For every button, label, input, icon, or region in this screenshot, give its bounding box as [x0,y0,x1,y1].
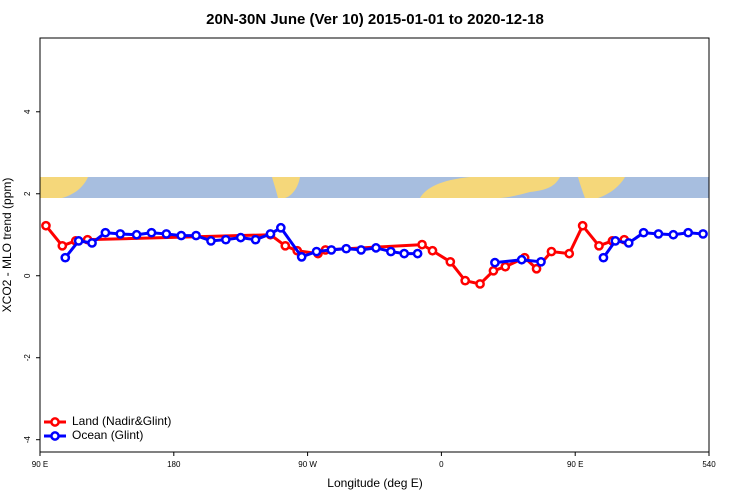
data-point [41,220,51,231]
data-point [371,243,381,253]
y-tick-label: 0 [23,273,32,278]
x-tick-label: 90 E [567,460,583,469]
data-point [598,252,609,263]
y-tick-label: 4 [23,109,32,114]
data-point [161,229,172,239]
legend-label: Ocean (Glint) [72,428,143,442]
y-tick-label: -2 [23,354,32,362]
x-axis-label: Longitude (deg E) [327,476,422,490]
data-point [326,245,337,255]
data-point [516,254,527,265]
legend-label: Land (Nadir&Glint) [72,414,171,428]
data-point [500,261,511,272]
data-point [683,227,694,238]
data-point [445,256,456,267]
data-point [341,243,352,254]
data-point [577,220,588,231]
data-point [73,236,84,246]
data-point [146,227,157,238]
y-tick-label: 2 [23,191,32,196]
data-point [191,230,201,241]
data-point [488,265,499,276]
x-tick-label: 90 E [32,460,48,469]
x-tick-label: 90 W [298,460,317,469]
data-point [386,246,396,257]
data-point [536,256,546,267]
data-point [653,229,664,239]
chart-title: 20N-30N June (Ver 10) 2015-01-01 to 2020… [206,11,544,28]
data-point [206,236,216,246]
data-point [250,234,261,245]
data-point [490,257,500,268]
data-point [412,248,423,259]
y-axis-label: XCO2 - MLO trend (ppm) [0,178,14,313]
data-point [176,230,187,241]
y-tick-label: -4 [23,436,32,444]
data-point [698,229,708,239]
data-point [417,239,427,250]
data-point [87,238,97,248]
legend-marker [50,417,60,427]
data-point [220,234,231,245]
data-point [399,248,410,259]
data-point [475,279,485,289]
data-point [427,245,438,256]
data-point [60,252,71,263]
data-point [610,236,621,246]
data-point [531,263,542,274]
data-point [57,240,68,251]
legend-marker [50,431,60,441]
data-point [280,240,291,251]
data-point [460,275,471,286]
data-point [623,238,634,248]
data-point [115,229,126,239]
data-point [564,248,575,259]
data-point [546,246,557,257]
data-point [594,240,604,251]
map-strip [40,177,709,198]
data-point [311,246,322,257]
x-tick-label: 540 [702,460,716,469]
data-point [100,227,111,238]
plot-frame [39,37,710,453]
data-point [356,245,366,255]
data-point [668,229,679,240]
x-tick-label: 0 [439,460,444,469]
data-point [638,227,649,238]
x-tick-label: 180 [167,460,181,469]
data-point [131,229,142,240]
data-point [265,229,276,239]
data-point [296,252,307,262]
data-point [235,232,246,243]
data-point [275,222,286,233]
